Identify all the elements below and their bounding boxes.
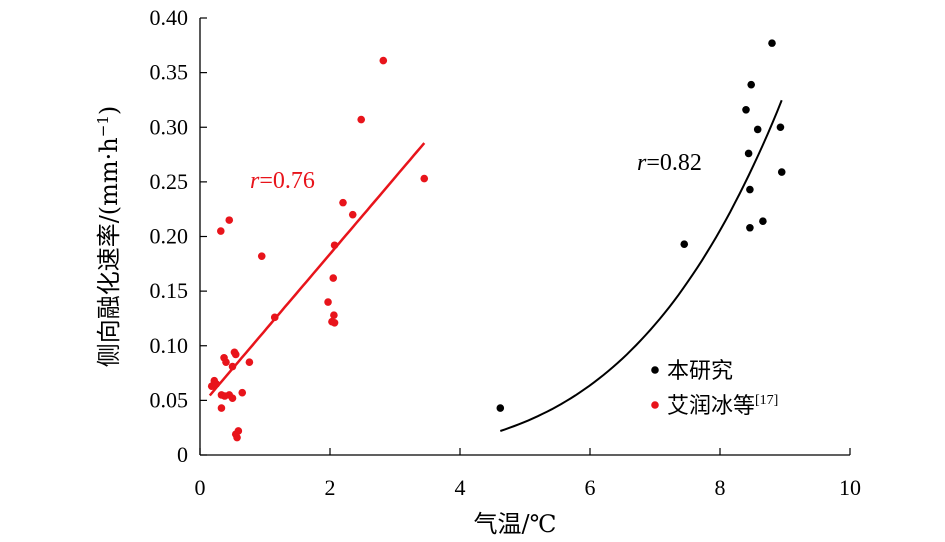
point-series-1 [222, 358, 230, 366]
y-tick-label: 0.05 [150, 387, 189, 412]
point-series-1 [357, 115, 366, 124]
x-axis-title: 气温/℃ [474, 510, 557, 538]
x-tick-label: 10 [839, 475, 861, 500]
point-series-0 [680, 240, 689, 248]
point-series-0 [746, 185, 754, 194]
point-series-1 [420, 174, 429, 183]
legend-marker-series-1 [651, 401, 659, 409]
point-series-1 [330, 311, 338, 319]
point-series-1 [257, 252, 266, 260]
point-series-1 [324, 298, 332, 306]
y-tick-label: 0 [177, 442, 188, 467]
point-series-1 [238, 388, 247, 397]
point-series-0 [744, 149, 753, 158]
r-label-series-1: r=0.76 [250, 168, 315, 194]
y-tick-label: 0.20 [150, 224, 189, 249]
point-series-1 [212, 380, 221, 388]
point-series-1 [217, 404, 226, 412]
point-series-1 [339, 198, 347, 207]
point-series-0 [759, 217, 767, 226]
r-label-series-0: r=0.82 [637, 150, 702, 176]
point-series-0 [776, 123, 785, 132]
point-series-1 [228, 362, 237, 371]
point-series-1 [233, 433, 241, 442]
point-series-1 [217, 227, 225, 235]
point-series-0 [768, 39, 776, 47]
x-tick-label: 0 [195, 475, 206, 500]
point-series-0 [747, 80, 755, 89]
point-series-1 [231, 350, 240, 359]
y-tick-label: 0.30 [150, 114, 189, 139]
point-series-1 [329, 274, 338, 282]
point-series-0 [777, 168, 786, 176]
x-tick-label: 2 [325, 475, 336, 500]
point-series-1 [270, 313, 279, 322]
axes: 0 0.05 0.10 0.15 0.20 0.25 0.30 0.35 0.40 0 2 4 6 8 10… [94, 5, 861, 538]
point-series-1 [330, 241, 339, 250]
y-tick-label: 0.40 [150, 5, 189, 30]
point-series-1 [225, 216, 234, 224]
legend-label-series-1: 艾润冰等[17] [667, 393, 778, 419]
fit-lines [208, 99, 783, 432]
y-axis-title: 侧向融化速率/(mm·h−1) [94, 106, 123, 368]
legend-marker-series-0 [651, 366, 659, 374]
y-tick-label: 0.25 [150, 169, 189, 194]
y-tick-label: 0.35 [150, 60, 189, 85]
legend-label-series-0: 本研究 [667, 359, 733, 384]
point-series-1 [348, 210, 357, 219]
point-series-0 [742, 105, 750, 114]
y-tick-label: 0.15 [150, 278, 189, 303]
y-tick-label: 0.10 [150, 333, 189, 358]
fit-line-series-0 [499, 99, 783, 432]
fit-line-series-1 [208, 142, 426, 397]
data-points [207, 39, 786, 442]
point-series-1 [330, 319, 339, 327]
point-series-0 [746, 223, 754, 232]
point-series-1 [245, 358, 254, 366]
point-series-1 [379, 56, 388, 65]
point-series-1 [228, 394, 237, 402]
x-tick-label: 6 [585, 475, 596, 500]
x-tick-label: 8 [715, 475, 726, 500]
x-tick-label: 4 [455, 475, 466, 500]
point-series-0 [496, 404, 505, 412]
point-series-0 [753, 125, 762, 134]
annotations: r=0.82 r=0.76 [250, 150, 702, 194]
